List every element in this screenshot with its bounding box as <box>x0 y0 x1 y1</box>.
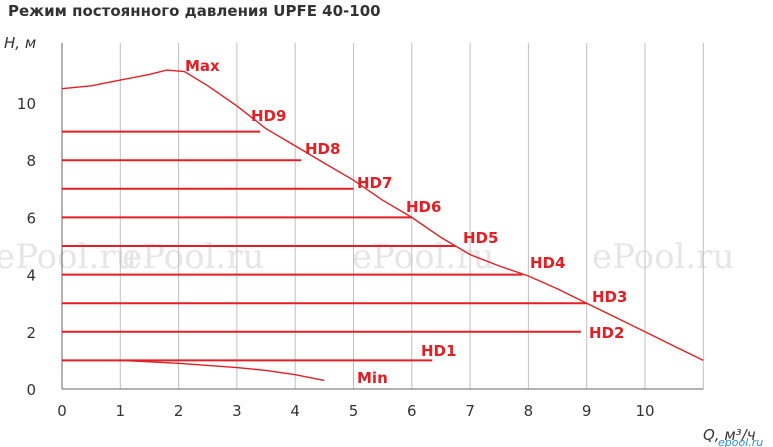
x-tick-label: 2 <box>174 402 184 420</box>
y-tick-label: 10 <box>17 95 36 113</box>
label-layer: HD1 HD2 HD3 HD4 HD5 HD6 HD7 HD8 HD9 Max Min <box>185 57 627 387</box>
min-curve <box>62 359 325 382</box>
x-tick-label: 1 <box>116 402 126 420</box>
x-tick-label: 10 <box>635 402 654 420</box>
x-tick-label: 8 <box>524 402 534 420</box>
watermark-text: ePool.ru <box>592 237 734 277</box>
x-tick-label: 7 <box>465 402 475 420</box>
y-tick-label: 0 <box>26 381 36 399</box>
x-tick-label: 0 <box>57 402 67 420</box>
watermark-text: ePool.ru <box>352 237 494 277</box>
y-axis-label: H, м <box>4 34 36 52</box>
x-axis-label: Q, м³/ч <box>703 426 756 444</box>
min-curve-label: Min <box>357 369 388 387</box>
y-tick-label: 8 <box>26 152 36 170</box>
chart-title: Режим постоянного давления UPFE 40-100 <box>8 2 381 20</box>
x-tick-label: 3 <box>232 402 242 420</box>
y-tick-label: 4 <box>26 267 36 285</box>
x-tick-label: 9 <box>582 402 592 420</box>
level-label-hd4: HD4 <box>530 254 565 272</box>
level-label-hd5: HD5 <box>463 229 498 247</box>
x-tick-label: 6 <box>407 402 417 420</box>
y-tick-label: 6 <box>26 209 36 227</box>
level-label-hd3: HD3 <box>592 288 627 306</box>
max-curve-label: Max <box>185 57 220 75</box>
corner-watermark: epool.ru <box>718 436 763 447</box>
level-label-hd8: HD8 <box>305 140 340 158</box>
x-tick-label: 5 <box>349 402 359 420</box>
level-label-hd6: HD6 <box>406 198 441 216</box>
watermark-text: ePool.ru <box>122 237 264 277</box>
level-label-hd1: HD1 <box>421 342 456 360</box>
watermark-text: ePool.ru <box>0 237 137 277</box>
y-tick-label: 2 <box>26 324 36 342</box>
level-label-hd9: HD9 <box>251 107 286 125</box>
level-label-hd7: HD7 <box>357 174 392 192</box>
series-layer <box>61 69 704 382</box>
level-label-hd2: HD2 <box>589 324 624 342</box>
max-curve <box>61 69 704 362</box>
x-tick-label: 4 <box>290 402 300 420</box>
